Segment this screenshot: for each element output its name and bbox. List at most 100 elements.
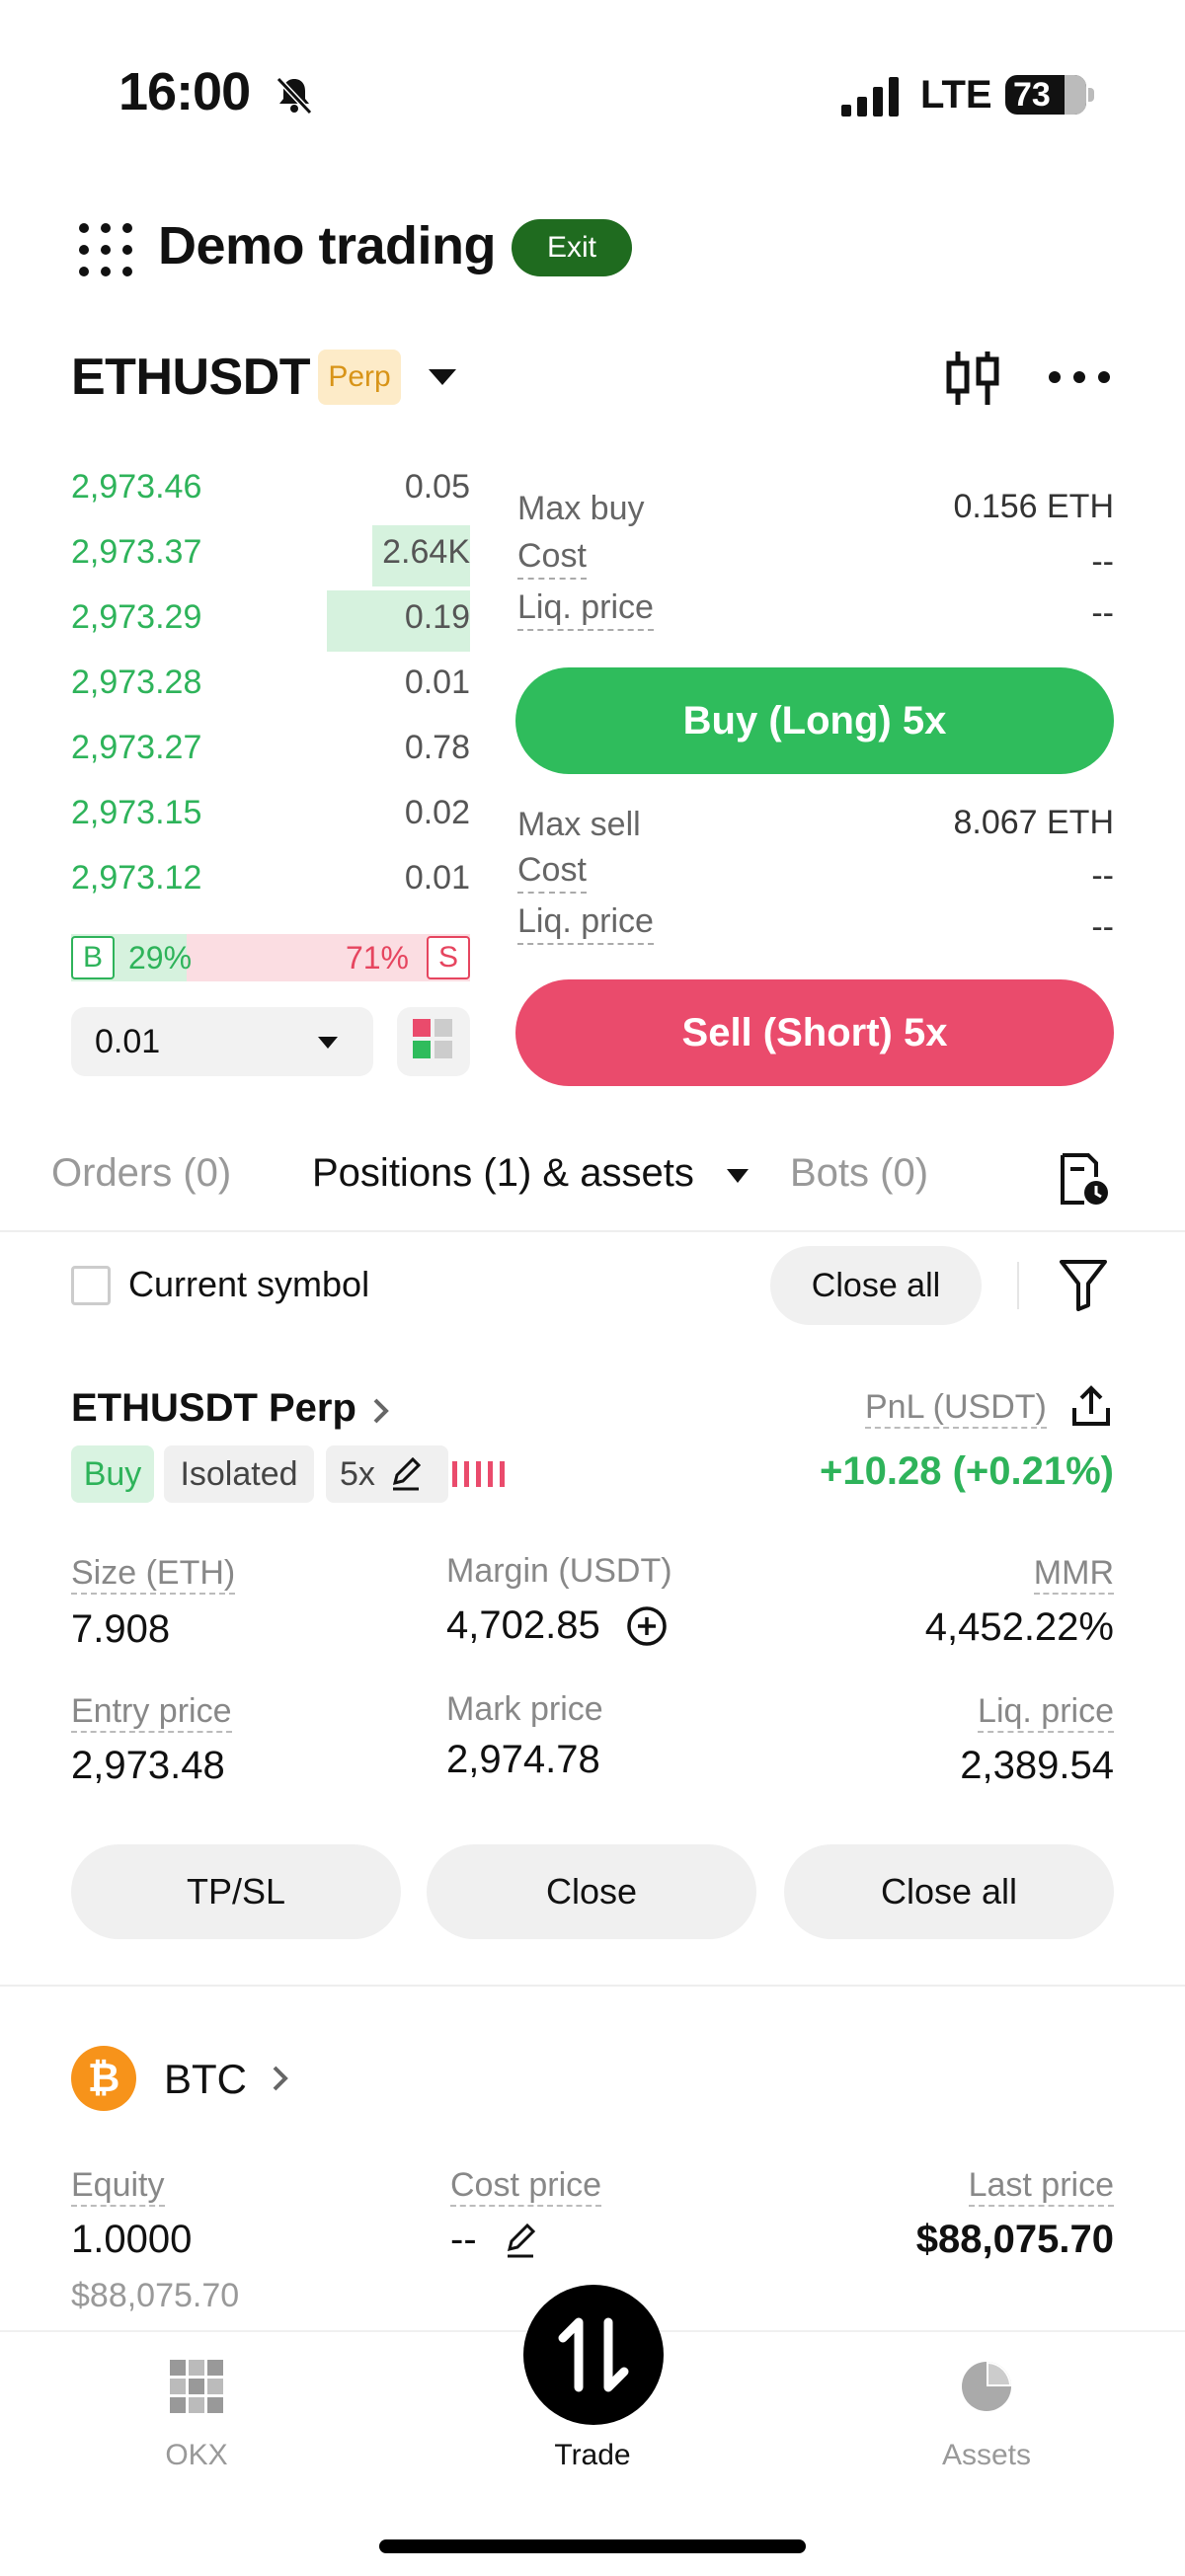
depth-step-select[interactable]: 0.01 <box>71 1007 373 1076</box>
order-book-row[interactable]: 2,973.27 0.78 <box>71 721 470 780</box>
edit-icon[interactable] <box>504 2222 537 2259</box>
bell-muted-icon <box>276 76 313 116</box>
exit-demo-button[interactable]: Exit <box>512 219 632 276</box>
mark-price-label: Mark price <box>446 1690 603 1728</box>
cost-price-label[interactable]: Cost price <box>450 2166 602 2207</box>
margin-mode-tag: Isolated <box>164 1445 314 1503</box>
order-book-price: 2,973.46 <box>71 468 202 506</box>
order-book-row[interactable]: 2,973.29 0.19 <box>71 590 470 652</box>
order-book-qty: 0.78 <box>404 729 470 766</box>
mmr-value: 4,452.22% <box>924 1605 1114 1649</box>
current-symbol-label: Current symbol <box>128 1264 370 1304</box>
battery-level: 73 <box>1013 75 1051 114</box>
leverage-value: 5x <box>340 1454 375 1493</box>
asset-name[interactable]: BTC <box>164 2056 247 2102</box>
liq-price-value: 2,389.54 <box>960 1744 1114 1787</box>
order-book-price: 2,973.12 <box>71 859 202 897</box>
close-all-button[interactable]: Close all <box>784 1844 1114 1939</box>
pnl-label[interactable]: PnL (USDT) <box>865 1388 1047 1429</box>
order-book-qty: 0.02 <box>404 794 470 831</box>
depth-step-value: 0.01 <box>95 1023 161 1060</box>
buy-long-button[interactable]: Buy (Long) 5x <box>515 667 1114 774</box>
mmr-label[interactable]: MMR <box>1033 1554 1114 1595</box>
pnl-value: +10.28 (+0.21%) <box>820 1449 1114 1493</box>
chevron-down-icon <box>318 1037 338 1049</box>
margin-value: 4,702.85 <box>446 1603 600 1647</box>
size-label[interactable]: Size (ETH) <box>71 1554 236 1595</box>
order-book-row[interactable]: 2,973.46 0.05 <box>71 460 470 519</box>
close-position-button[interactable]: Close <box>427 1844 756 1939</box>
sell-short-button[interactable]: Sell (Short) 5x <box>515 979 1114 1086</box>
last-price-value: $88,075.70 <box>915 2218 1114 2261</box>
entry-price-label[interactable]: Entry price <box>71 1692 232 1733</box>
order-book-price: 2,973.15 <box>71 794 202 831</box>
order-book-qty: 0.05 <box>404 468 470 506</box>
filter-icon[interactable] <box>1059 1258 1108 1311</box>
more-options-icon[interactable] <box>1047 367 1112 387</box>
order-book-row[interactable]: 2,973.12 0.01 <box>71 851 470 910</box>
add-margin-icon[interactable] <box>626 1605 668 1647</box>
order-book-row[interactable]: 2,973.28 0.01 <box>71 656 470 715</box>
nav-trade[interactable]: Trade <box>554 2439 631 2471</box>
tab-bots[interactable]: Bots (0) <box>790 1151 929 1195</box>
order-history-icon[interactable] <box>1057 1151 1110 1207</box>
tpsl-button[interactable]: TP/SL <box>71 1844 401 1939</box>
order-book-row[interactable]: 2,973.15 0.02 <box>71 786 470 845</box>
sell-liq-value: -- <box>1091 908 1114 946</box>
max-sell-label: Max sell <box>517 806 641 843</box>
nav-okx[interactable]: OKX <box>165 2439 228 2471</box>
instrument-dropdown-icon[interactable] <box>429 369 456 385</box>
sell-cost-label[interactable]: Cost <box>517 851 587 894</box>
status-time: 16:00 <box>118 62 251 121</box>
liq-price-label[interactable]: Liq. price <box>978 1692 1114 1733</box>
max-buy-value: 0.156 ETH <box>953 488 1114 525</box>
share-icon[interactable] <box>1070 1384 1112 1428</box>
current-symbol-checkbox[interactable] <box>71 1266 111 1305</box>
instrument-pair[interactable]: ETHUSDT <box>71 349 311 406</box>
risk-level-icon <box>452 1461 505 1487</box>
sell-liq-label[interactable]: Liq. price <box>517 902 654 945</box>
btc-coin-icon: ₿ <box>71 2046 136 2111</box>
order-book-row[interactable]: 2,973.37 2.64K <box>71 525 470 586</box>
depth-bar <box>327 590 470 652</box>
page-title: Demo trading <box>158 216 497 275</box>
equity-usd-value: $88,075.70 <box>71 2277 240 2314</box>
max-buy-label: Max buy <box>517 490 645 527</box>
home-indicator <box>379 2539 806 2553</box>
last-price-label[interactable]: Last price <box>968 2166 1114 2207</box>
nav-assets[interactable]: Assets <box>941 2439 1032 2471</box>
signal-icon <box>841 77 899 117</box>
buy-cost-label[interactable]: Cost <box>517 537 587 580</box>
menu-grid-icon[interactable] <box>77 221 134 278</box>
equity-label[interactable]: Equity <box>71 2166 165 2207</box>
tab-positions-assets[interactable]: Positions (1) & assets <box>312 1151 694 1195</box>
side-tag: Buy <box>71 1445 154 1503</box>
okx-logo-icon[interactable] <box>170 2360 223 2413</box>
size-value: 7.908 <box>71 1607 171 1651</box>
edit-icon[interactable] <box>389 1457 423 1491</box>
chevron-right-icon[interactable] <box>269 2064 292 2093</box>
buy-liq-value: -- <box>1091 594 1114 632</box>
tabs-divider <box>0 1230 1185 1232</box>
order-book-price: 2,973.28 <box>71 664 202 701</box>
battery-indicator: 73 <box>1005 75 1094 115</box>
positions-dropdown-icon[interactable] <box>727 1169 749 1183</box>
swap-arrows-icon <box>558 2317 629 2392</box>
order-book-layout-button[interactable] <box>397 1007 470 1076</box>
position-title[interactable]: ETHUSDT Perp <box>71 1386 356 1430</box>
order-book-qty: 2.64K <box>382 533 470 571</box>
depth-bar <box>372 525 470 586</box>
close-all-positions-button[interactable]: Close all <box>770 1246 982 1325</box>
assets-pie-icon[interactable] <box>960 2360 1013 2413</box>
sell-ratio-pct: 71% <box>345 940 409 976</box>
nav-trade-button[interactable] <box>523 2285 664 2425</box>
tab-orders[interactable]: Orders (0) <box>51 1151 232 1195</box>
order-book-qty: 0.01 <box>404 859 470 897</box>
max-sell-value: 8.067 ETH <box>953 804 1114 841</box>
leverage-tag[interactable]: 5x <box>326 1445 448 1503</box>
buy-sell-ratio-bar: B 29% 71% S <box>71 934 470 981</box>
chevron-right-icon[interactable] <box>369 1396 393 1426</box>
buy-liq-label[interactable]: Liq. price <box>517 588 654 631</box>
mark-price-value: 2,974.78 <box>446 1738 600 1781</box>
candlestick-chart-icon[interactable] <box>944 350 1003 407</box>
